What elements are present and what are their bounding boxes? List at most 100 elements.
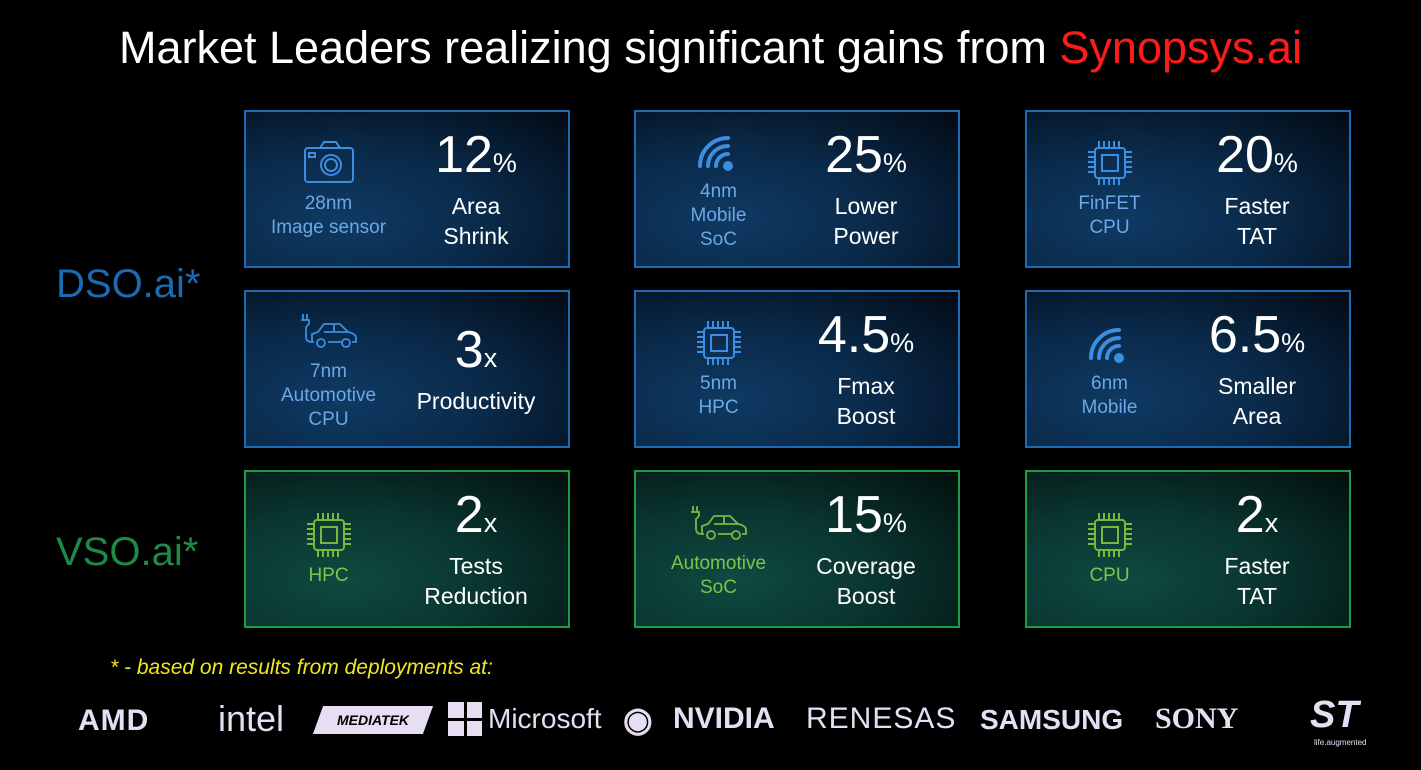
result-card: 5nm HPC 4.5% Fmax Boost bbox=[634, 290, 960, 448]
metric-value: 4.5% bbox=[818, 307, 914, 371]
metric-value: 2x bbox=[1236, 487, 1278, 551]
device-label-line: 5nm bbox=[700, 373, 737, 394]
result-card: 6nm Mobile 6.5% Smaller Area bbox=[1025, 290, 1351, 448]
slide-title: Market Leaders realizing significant gai… bbox=[0, 22, 1421, 74]
metric-number: 25 bbox=[825, 126, 883, 184]
metric-value: 3x bbox=[455, 322, 497, 386]
device-label-line: HPC bbox=[308, 565, 349, 586]
metric-block: 2x Faster TAT bbox=[1177, 472, 1337, 626]
device-label-line: Mobile bbox=[1081, 397, 1138, 418]
device-block: 4nm Mobile SoC bbox=[636, 112, 801, 266]
metric-value: 25% bbox=[825, 127, 907, 191]
result-card: HPC 2x Tests Reduction bbox=[244, 470, 570, 628]
device-label-line: CPU bbox=[1089, 565, 1130, 586]
device-label: 4nm Mobile SoC bbox=[691, 180, 747, 252]
device-block: 6nm Mobile bbox=[1027, 292, 1192, 446]
metric-description-line: Shrink bbox=[443, 223, 509, 249]
device-label-line: Mobile bbox=[690, 205, 747, 226]
metric-description: Tests Reduction bbox=[424, 551, 528, 611]
metric-unit: x bbox=[1264, 508, 1279, 538]
metric-description: Productivity bbox=[417, 386, 536, 416]
result-card: 4nm Mobile SoC 25% Lower Power bbox=[634, 110, 960, 268]
device-label: 6nm Mobile bbox=[1082, 372, 1138, 420]
metric-number: 15 bbox=[825, 486, 883, 544]
device-label-line: 6nm bbox=[1091, 373, 1128, 394]
metric-block: 25% Lower Power bbox=[786, 112, 946, 266]
logo-st-tagline: life.augmented bbox=[1314, 738, 1367, 747]
device-label-line: SoC bbox=[700, 577, 737, 598]
device-label-line: SoC bbox=[700, 229, 737, 250]
chip-icon bbox=[1079, 510, 1141, 564]
camera-icon bbox=[298, 138, 360, 192]
result-card: FinFET CPU 20% Faster TAT bbox=[1025, 110, 1351, 268]
metric-description-line: Area bbox=[451, 193, 501, 219]
logo-samsung: SAMSUNG bbox=[980, 704, 1124, 735]
device-label-line: CPU bbox=[1089, 217, 1130, 238]
metric-number: 4.5 bbox=[817, 306, 891, 364]
device-label-line: FinFET bbox=[1078, 193, 1141, 214]
metric-description-line: Area bbox=[1232, 403, 1282, 429]
metric-description-line: Faster bbox=[1224, 553, 1290, 579]
metric-number: 2 bbox=[1235, 486, 1265, 544]
metric-unit: % bbox=[1281, 328, 1306, 358]
electric-car-icon bbox=[298, 306, 360, 360]
footnote: * - based on results from deployments at… bbox=[110, 656, 493, 679]
logo-st: ST bbox=[1310, 694, 1359, 736]
chip-icon bbox=[1079, 138, 1141, 192]
chip-icon bbox=[688, 318, 750, 372]
metric-description: Coverage Boost bbox=[816, 551, 916, 611]
device-block: Automotive SoC bbox=[636, 472, 801, 626]
device-label-line: 28nm bbox=[304, 193, 353, 214]
metric-description: Area Shrink bbox=[443, 191, 508, 251]
device-block: FinFET CPU bbox=[1027, 112, 1192, 266]
device-label-line: Automotive bbox=[280, 385, 377, 406]
metric-description: Smaller Area bbox=[1218, 371, 1296, 431]
title-text: Market Leaders realizing significant gai… bbox=[118, 22, 1060, 73]
group-label-vso: VSO.ai* bbox=[56, 530, 199, 574]
brand-name: Synopsys.ai bbox=[1059, 22, 1303, 73]
logo-microsoft-squares bbox=[448, 702, 482, 736]
metric-number: 20 bbox=[1216, 126, 1274, 184]
metric-block: 6.5% Smaller Area bbox=[1177, 292, 1337, 446]
metric-description-line: Lower bbox=[834, 193, 898, 219]
device-label-line: CPU bbox=[308, 409, 349, 430]
device-label-line: 4nm bbox=[700, 181, 737, 202]
wifi-icon bbox=[1079, 318, 1141, 372]
metric-description-line: Reduction bbox=[424, 583, 528, 609]
device-label: 7nm Automotive CPU bbox=[281, 360, 376, 432]
metric-value: 15% bbox=[825, 487, 907, 551]
metric-description-line: Boost bbox=[836, 403, 896, 429]
logo-nvidia: NVIDIA bbox=[673, 702, 775, 735]
device-block: CPU bbox=[1027, 472, 1192, 626]
metric-value: 20% bbox=[1216, 127, 1298, 191]
metric-value: 6.5% bbox=[1209, 307, 1305, 371]
logo-amd: AMD bbox=[78, 704, 150, 737]
metric-block: 3x Productivity bbox=[396, 292, 556, 446]
group-label-dso: DSO.ai* bbox=[56, 262, 201, 306]
metric-unit: % bbox=[882, 148, 907, 178]
metric-description-line: Productivity bbox=[416, 388, 536, 414]
wifi-icon bbox=[688, 126, 750, 180]
logo-mediatek: MEDIATEK bbox=[312, 706, 434, 734]
device-block: 7nm Automotive CPU bbox=[246, 292, 411, 446]
metric-block: 20% Faster TAT bbox=[1177, 112, 1337, 266]
metric-description: Fmax Boost bbox=[837, 371, 896, 431]
logo-nvidia-eye: ◉ bbox=[623, 701, 653, 739]
device-label: CPU bbox=[1089, 564, 1129, 588]
metric-block: 2x Tests Reduction bbox=[396, 472, 556, 626]
metric-description-line: TAT bbox=[1236, 223, 1278, 249]
device-label-line: Image sensor bbox=[270, 217, 387, 238]
metric-description-line: Tests bbox=[449, 553, 503, 579]
metric-number: 12 bbox=[435, 126, 493, 184]
device-label: Automotive SoC bbox=[671, 552, 766, 600]
device-label: FinFET CPU bbox=[1078, 192, 1140, 240]
result-card: CPU 2x Faster TAT bbox=[1025, 470, 1351, 628]
logo-intel: intel bbox=[218, 698, 285, 739]
metric-value: 12% bbox=[435, 127, 517, 191]
metric-number: 3 bbox=[454, 321, 484, 379]
metric-description: Faster TAT bbox=[1224, 191, 1289, 251]
device-label: 28nm Image sensor bbox=[271, 192, 386, 240]
metric-description-line: Smaller bbox=[1218, 373, 1296, 399]
metric-description-line: Boost bbox=[836, 583, 896, 609]
metric-unit: % bbox=[492, 148, 517, 178]
